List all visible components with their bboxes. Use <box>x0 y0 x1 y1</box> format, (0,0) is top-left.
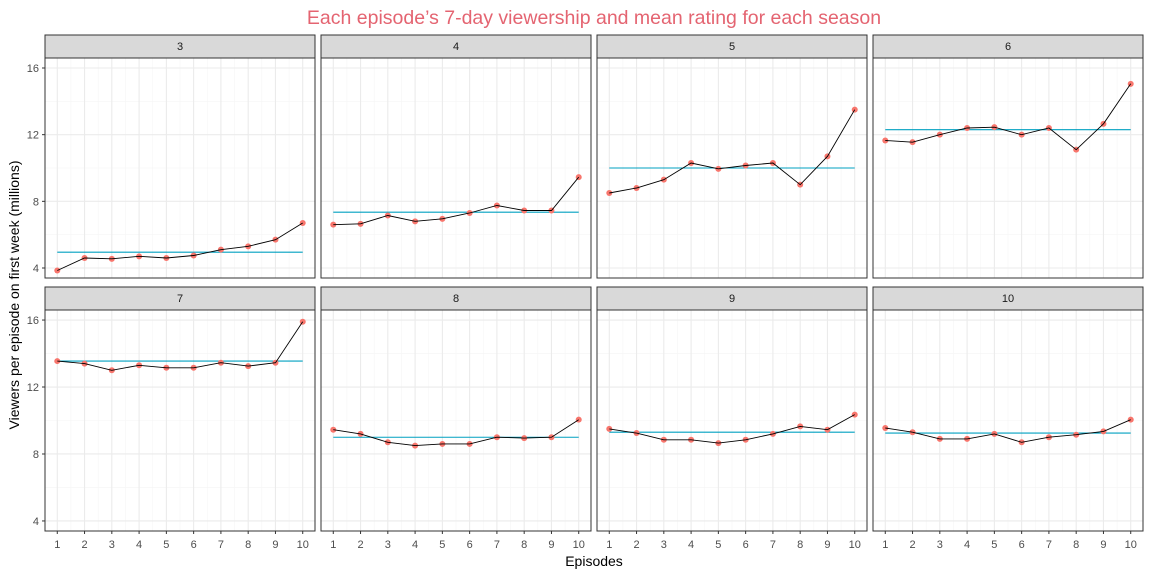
y-tick-label: 8 <box>33 449 39 461</box>
data-point <box>54 267 61 274</box>
x-tick-label: 8 <box>797 539 803 551</box>
data-point <box>330 426 337 433</box>
facet-strip <box>44 286 316 311</box>
x-tick-label: 5 <box>163 539 169 551</box>
data-point <box>851 106 858 113</box>
panel-season-4: 4 <box>320 34 592 279</box>
data-point <box>299 220 306 226</box>
panel-season-5: 5 <box>596 34 868 279</box>
x-tick-label: 7 <box>770 539 776 551</box>
x-tick-label: 7 <box>1046 539 1052 551</box>
data-point <box>54 358 61 365</box>
x-tick-label: 5 <box>991 539 997 551</box>
panel-season-6: 6 <box>872 34 1144 279</box>
series-line <box>57 222 303 271</box>
facet-strip-label: 3 <box>177 41 183 53</box>
y-tick-label: 16 <box>27 63 39 75</box>
x-tick-label: 3 <box>937 539 943 551</box>
series-line <box>333 419 579 447</box>
data-point <box>330 221 337 228</box>
facet-strip <box>44 34 316 59</box>
x-tick-label: 2 <box>81 539 87 551</box>
y-tick-label: 4 <box>33 516 39 528</box>
x-tick-label: 3 <box>109 539 115 551</box>
x-tick-label: 5 <box>439 539 445 551</box>
x-tick-label: 10 <box>573 539 585 551</box>
facet-strip <box>320 286 592 311</box>
x-tick-label: 9 <box>824 539 830 551</box>
x-tick-label: 6 <box>191 539 197 551</box>
data-point <box>1127 416 1134 423</box>
facet-strip <box>872 286 1144 311</box>
x-tick-label: 4 <box>136 539 142 551</box>
data-point <box>882 425 889 432</box>
x-tick-label: 6 <box>467 539 473 551</box>
data-point <box>606 425 613 432</box>
y-tick-label: 12 <box>27 382 39 394</box>
facet-strip-label: 9 <box>729 293 735 305</box>
x-tick-label: 2 <box>357 539 363 551</box>
series-line <box>57 321 304 371</box>
y-tick-label: 16 <box>27 315 39 327</box>
x-axis-title: Episodes <box>565 553 623 569</box>
x-tick-label: 1 <box>54 539 60 551</box>
x-tick-label: 9 <box>272 539 278 551</box>
x-tick-label: 6 <box>1019 539 1025 551</box>
chart-title: Each episode’s 7-day viewership and mean… <box>307 7 881 29</box>
x-tick-label: 3 <box>385 539 391 551</box>
x-tick-label: 7 <box>218 539 224 551</box>
facet-strip <box>596 286 868 311</box>
panel-season-8: 8 <box>320 286 592 532</box>
x-tick-label: 10 <box>297 539 309 551</box>
facet-strip-label: 8 <box>453 293 459 305</box>
x-tick-label: 7 <box>494 539 500 551</box>
facet-strip-label: 4 <box>453 41 459 53</box>
x-tick-label: 10 <box>849 539 861 551</box>
series-line <box>609 109 856 194</box>
panel-season-7: 7 <box>44 286 316 532</box>
data-point <box>575 416 582 423</box>
x-tick-label: 4 <box>688 539 694 551</box>
y-tick-label: 4 <box>33 263 39 275</box>
x-tick-label: 4 <box>412 539 418 551</box>
facet-strip <box>872 34 1144 59</box>
y-tick-label: 12 <box>27 130 39 142</box>
x-tick-label: 4 <box>964 539 970 551</box>
facet-strip-label: 6 <box>1005 41 1011 53</box>
facet-strip <box>596 34 868 59</box>
x-tick-label: 3 <box>661 539 667 551</box>
x-tick-label: 2 <box>909 539 915 551</box>
data-point <box>882 137 889 144</box>
panel-season-3: 3 <box>44 34 316 279</box>
x-tick-label: 10 <box>1125 539 1137 551</box>
x-tick-label: 1 <box>606 539 612 551</box>
x-tick-label: 8 <box>245 539 251 551</box>
x-tick-label: 9 <box>1100 539 1106 551</box>
facet-strip-label: 5 <box>729 41 735 53</box>
x-tick-label: 9 <box>548 539 554 551</box>
x-tick-label: 1 <box>330 539 336 551</box>
facet-strip <box>320 34 592 59</box>
series-line <box>609 414 855 444</box>
y-tick-label: 8 <box>33 196 39 208</box>
series-line <box>885 83 1132 151</box>
data-point <box>851 411 858 418</box>
series-line <box>333 176 580 226</box>
panel-season-9: 9 <box>596 286 868 532</box>
series-line <box>885 419 1131 443</box>
x-tick-label: 8 <box>1073 539 1079 551</box>
facet-strip-label: 10 <box>1002 293 1014 305</box>
facet-strip-label: 7 <box>177 293 183 305</box>
x-tick-label: 8 <box>521 539 527 551</box>
panel-season-10: 10 <box>872 286 1144 532</box>
data-point <box>606 190 613 196</box>
x-tick-label: 2 <box>633 539 639 551</box>
x-tick-label: 6 <box>743 539 749 551</box>
x-tick-label: 1 <box>882 539 888 551</box>
y-axis-title: Viewers per episode on first week (milli… <box>6 161 22 430</box>
x-tick-label: 5 <box>715 539 721 551</box>
